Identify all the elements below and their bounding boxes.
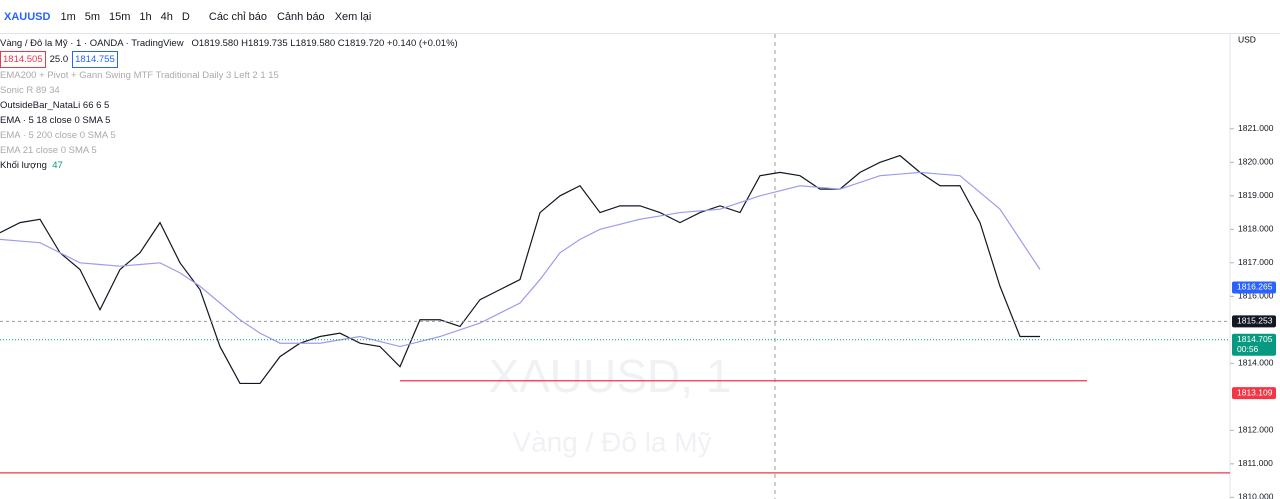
watermark-symbol: XAUUSD, 1 (489, 350, 732, 402)
interval[interactable]: 15m (109, 10, 131, 23)
spread: 25.0 (49, 54, 69, 65)
series-line (0, 154, 1040, 385)
price-label: 1813.109 (1237, 387, 1273, 397)
interval[interactable]: 1h (139, 10, 152, 23)
y-tick-label: 1817.000 (1238, 257, 1274, 267)
study: EMA · 5 200 close 0 SMA 5 (0, 130, 116, 141)
study: Sonic R 89 34 (0, 85, 60, 96)
indicators-button[interactable]: Các chỉ báo (208, 10, 267, 23)
interval[interactable]: 1m (60, 10, 76, 23)
bid[interactable]: 1814.505 (0, 51, 46, 68)
price-label-box (1232, 281, 1276, 294)
intervals: 1m 5m 15m 1h 4h D (60, 11, 198, 23)
volume-value: 47 (52, 160, 63, 171)
currency[interactable]: USD (1238, 34, 1256, 44)
price-label: 1814.705 (1237, 334, 1273, 344)
y-tick-label: 1814.000 (1238, 358, 1274, 368)
replay-button[interactable]: Xem lại (334, 10, 372, 23)
price-label-box (1232, 387, 1276, 400)
legend: Vàng / Đô la Mỹ · 1 · OANDA · TradingVie… (0, 36, 458, 173)
volume: Khối lượng (0, 160, 47, 171)
watermark-name: Vàng / Đô la Mỹ (512, 426, 711, 457)
y-tick-label: 1816.000 (1238, 291, 1274, 301)
y-tick-label: 1811.000 (1238, 458, 1273, 468)
study: EMA · 5 18 close 0 SMA 5 (0, 115, 111, 126)
price-label-box (1232, 315, 1276, 328)
symbol[interactable]: XAUUSD (4, 10, 51, 23)
y-tick-label: 1810.000 (1238, 492, 1274, 499)
alerts-button[interactable]: Cảnh báo (276, 10, 325, 23)
y-tick-label: 1812.000 (1238, 425, 1274, 435)
legend-title: Vàng / Đô la Mỹ · 1 · OANDA · TradingVie… (0, 38, 184, 49)
y-tick-label: 1818.000 (1238, 224, 1274, 234)
price-label: 1815.253 (1237, 316, 1273, 326)
interval[interactable]: 5m (84, 10, 101, 23)
interval[interactable]: 4h (160, 10, 173, 23)
countdown: 00:56 (1237, 344, 1259, 354)
ask[interactable]: 1814.755 (72, 51, 118, 68)
ohlc: O1819.580 H1819.735 L1819.580 C1819.720 … (191, 38, 458, 49)
y-tick-label: 1821.000 (1238, 123, 1274, 133)
y-tick-label: 1820.000 (1238, 157, 1274, 167)
study: EMA 21 close 0 SMA 5 (0, 145, 97, 156)
price-label-box (1232, 333, 1276, 356)
series-line (0, 171, 1041, 348)
y-tick-label: 1819.000 (1238, 190, 1274, 200)
interval[interactable]: D (181, 10, 190, 23)
studies: EMA200 + Pivot + Gann Swing MTF Traditio… (0, 68, 458, 158)
price-label: 1816.265 (1237, 282, 1273, 292)
study: OutsideBar_NataLi 66 6 5 (0, 100, 110, 111)
toolbar: XAUUSD 1m 5m 15m 1h 4h D Các chỉ báo Cảnh báo… (0, 0, 1280, 34)
study: EMA200 + Pivot + Gann Swing MTF Traditio… (0, 70, 279, 81)
